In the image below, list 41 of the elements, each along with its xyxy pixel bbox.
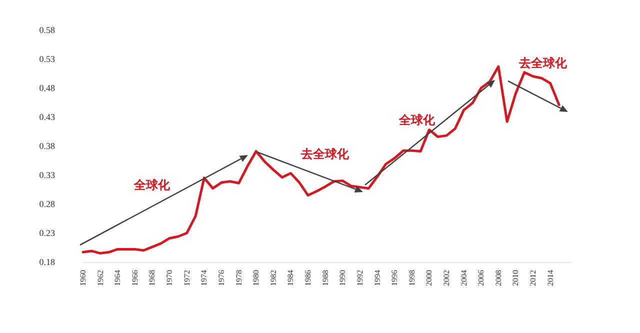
x-tick-label: 1984 bbox=[286, 270, 296, 286]
x-tick-label: 1974 bbox=[200, 270, 209, 286]
y-tick-label: 0.18 bbox=[39, 257, 56, 267]
x-tick-label: 1978 bbox=[234, 270, 244, 286]
y-tick-label: 0.28 bbox=[39, 199, 56, 209]
x-tick-label: 1992 bbox=[355, 270, 364, 286]
x-tick-label: 2006 bbox=[476, 270, 486, 286]
y-tick-label: 0.23 bbox=[39, 228, 56, 238]
x-tick-label: 1976 bbox=[216, 270, 226, 286]
x-tick-label: 2000 bbox=[424, 270, 434, 286]
x-tick-label: 1960 bbox=[78, 270, 88, 286]
y-tick-label: 0.58 bbox=[39, 25, 56, 35]
x-tick-label: 1968 bbox=[148, 270, 157, 286]
x-tick-label: 1986 bbox=[304, 270, 313, 286]
x-tick-label: 1998 bbox=[407, 270, 416, 286]
y-tick-label: 0.43 bbox=[39, 112, 56, 122]
x-tick-label: 1966 bbox=[130, 270, 140, 286]
x-tick-label: 1972 bbox=[182, 270, 192, 286]
annotation: 全球化 bbox=[134, 178, 170, 192]
y-tick-label: 0.38 bbox=[39, 141, 56, 151]
annotation: 全球化 bbox=[399, 113, 435, 127]
annotation: 去全球化 bbox=[301, 147, 349, 161]
y-tick-label: 0.33 bbox=[39, 170, 56, 180]
x-tick-label: 1994 bbox=[372, 270, 382, 286]
x-tick-label: 1982 bbox=[268, 270, 278, 286]
x-tick-label: 2004 bbox=[459, 270, 468, 286]
x-tick-label: 2010 bbox=[511, 270, 520, 286]
x-tick-label: 1980 bbox=[252, 270, 261, 286]
x-tick-label: 2002 bbox=[442, 270, 452, 286]
x-tick-label: 2008 bbox=[494, 270, 503, 286]
x-tick-label: 2012 bbox=[528, 270, 538, 286]
x-tick-label: 1996 bbox=[390, 270, 400, 286]
x-tick-label: 1964 bbox=[113, 270, 122, 286]
x-tick-label: 1962 bbox=[96, 270, 105, 286]
y-tick-label: 0.48 bbox=[39, 83, 56, 93]
x-tick-label: 1970 bbox=[165, 270, 174, 286]
x-tick-label: 1988 bbox=[320, 270, 330, 286]
x-tick-label: 2014 bbox=[546, 270, 555, 286]
annotation: 去全球化 bbox=[519, 56, 567, 70]
y-tick-label: 0.53 bbox=[39, 54, 56, 64]
x-tick-label: 1990 bbox=[338, 270, 348, 286]
